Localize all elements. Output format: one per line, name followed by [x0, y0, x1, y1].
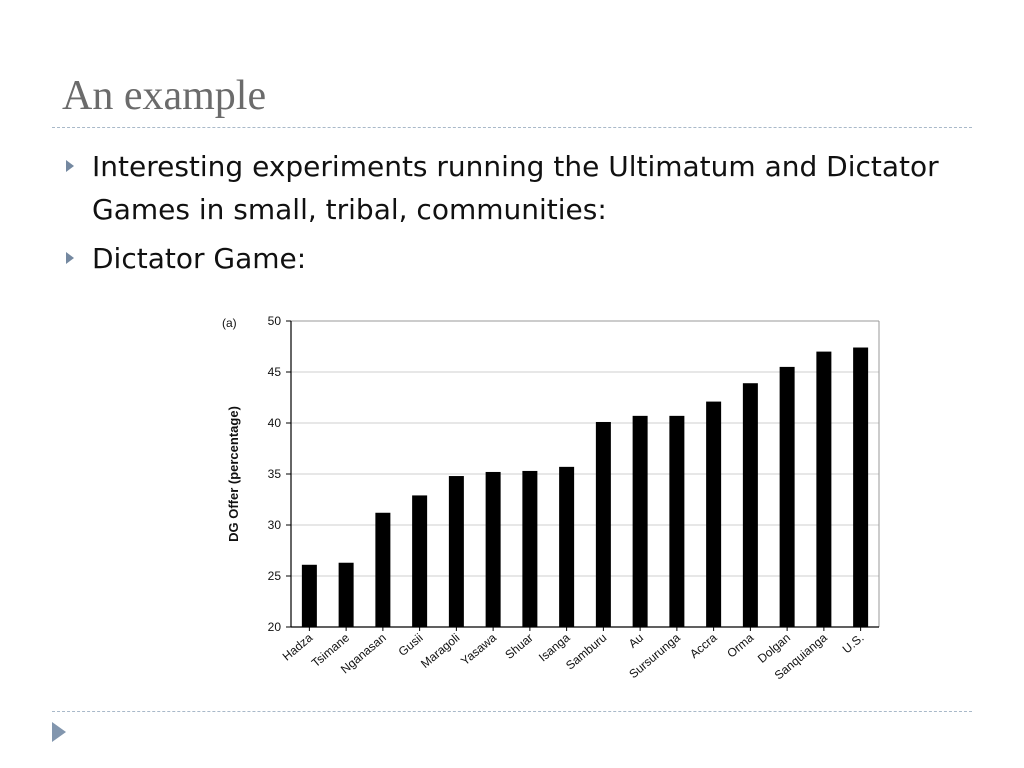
- bar: [522, 470, 538, 627]
- y-tick-label: 20: [268, 620, 282, 634]
- bar: [816, 351, 832, 627]
- title-divider: [52, 127, 972, 128]
- slide-title: An example: [62, 73, 267, 119]
- bullet-item: Interesting experiments running the Ulti…: [62, 145, 942, 231]
- bar: [669, 415, 685, 627]
- x-tick-label: Accra: [687, 630, 720, 661]
- next-slide-icon[interactable]: [52, 722, 66, 742]
- footer-divider: [52, 711, 972, 712]
- bullet-text: Dictator Game:: [92, 242, 307, 275]
- bar: [375, 512, 391, 627]
- y-tick-label: 45: [268, 365, 282, 379]
- bar: [338, 562, 354, 627]
- y-tick-label: 35: [268, 467, 282, 481]
- x-tick-label: Au: [626, 631, 646, 651]
- bar: [706, 401, 722, 627]
- x-tick-label: Orma: [724, 630, 756, 660]
- x-tick-label: Maragoli: [418, 631, 462, 671]
- bullet-item: Dictator Game:: [62, 237, 942, 280]
- panel-label: (a): [222, 316, 237, 330]
- bar: [779, 366, 795, 627]
- bar: [742, 383, 758, 627]
- bar: [632, 415, 648, 627]
- x-tick-label: Yasawa: [458, 630, 499, 668]
- y-tick-label: 30: [268, 518, 282, 532]
- x-tick-label: Gusii: [396, 631, 426, 659]
- y-tick-label: 25: [268, 569, 282, 583]
- triangle-right-icon: [66, 252, 74, 264]
- bar: [485, 471, 501, 627]
- dictator-game-chart: 20 25 30 35 40 45 50 Hadza Tsimane Nganasan Gusii M…: [210, 305, 900, 705]
- y-axis-title: DG Offer (percentage): [226, 406, 241, 542]
- bullet-text: Interesting experiments running the Ulti…: [92, 150, 939, 226]
- bar: [595, 421, 611, 627]
- bar: [448, 476, 464, 627]
- y-tick-label: 40: [268, 416, 282, 430]
- bar: [301, 564, 317, 627]
- x-tick-label: Samburu: [563, 631, 609, 673]
- bar: [412, 495, 428, 627]
- x-tick-label: Shuar: [502, 631, 536, 662]
- bar: [559, 466, 575, 627]
- x-tick-label: U.S.: [840, 631, 867, 657]
- y-tick-label: 50: [268, 314, 282, 328]
- bullet-list: Interesting experiments running the Ulti…: [62, 145, 942, 286]
- triangle-right-icon: [66, 160, 74, 172]
- bar: [853, 347, 869, 627]
